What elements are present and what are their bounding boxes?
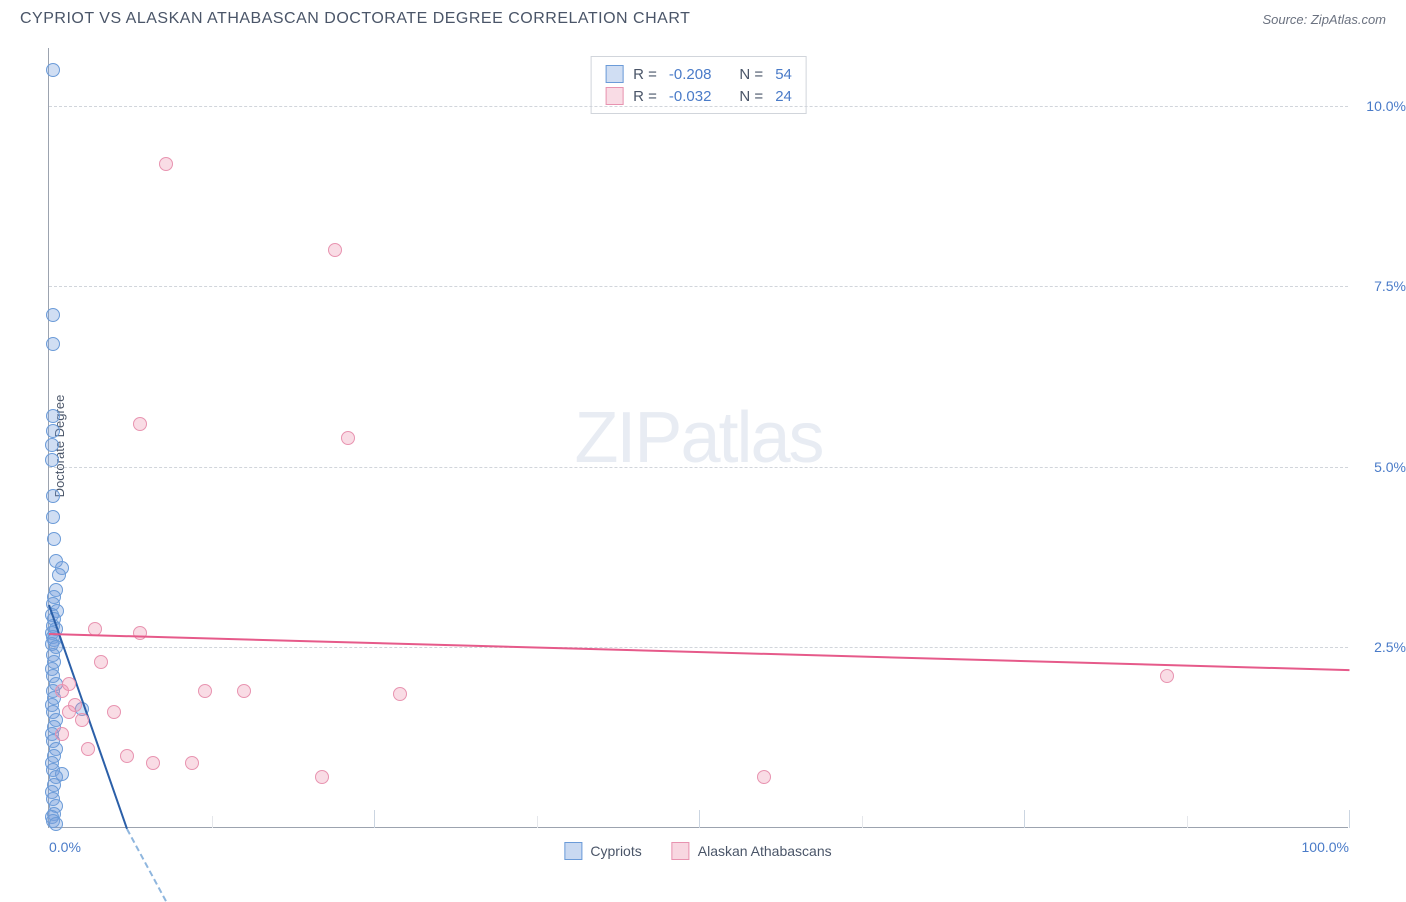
stats-r-label: R =: [633, 88, 657, 105]
data-point: [120, 749, 134, 763]
data-point: [75, 713, 89, 727]
data-point: [328, 243, 342, 257]
data-point: [237, 684, 251, 698]
chart-title: CYPRIOT VS ALASKAN ATHABASCAN DOCTORATE …: [20, 10, 690, 28]
data-point: [81, 742, 95, 756]
stats-n-value: 54: [775, 66, 792, 83]
gridline-v-minor: [1187, 816, 1188, 828]
data-point: [133, 417, 147, 431]
stats-n-label: N =: [739, 88, 763, 105]
plot-area: ZIPatlas R =-0.208N =54R =-0.032N =24 2.…: [48, 48, 1348, 828]
x-tick-label: 0.0%: [49, 839, 81, 855]
data-point: [133, 626, 147, 640]
legend-swatch: [672, 842, 690, 860]
data-point: [45, 438, 59, 452]
y-tick-label: 10.0%: [1366, 98, 1406, 114]
gridline-v-major: [699, 810, 700, 828]
data-point: [47, 532, 61, 546]
legend-item: Cypriots: [564, 842, 641, 860]
data-point: [146, 756, 160, 770]
gridline-h: [49, 467, 1348, 468]
stats-r-value: -0.208: [669, 66, 712, 83]
stats-row: R = -0.208 N = 54: [605, 63, 792, 85]
y-tick-label: 5.0%: [1374, 459, 1406, 475]
data-point: [393, 687, 407, 701]
legend-swatch: [564, 842, 582, 860]
series-legend: Cypriots Alaskan Athabascans: [564, 842, 831, 860]
gridline-h: [49, 106, 1348, 107]
data-point: [1160, 669, 1174, 683]
legend-item: Alaskan Athabascans: [672, 842, 832, 860]
stats-row: R = -0.032 N = 24: [605, 85, 792, 107]
data-point: [185, 756, 199, 770]
stats-swatch: [605, 65, 623, 83]
source-label: Source: ZipAtlas.com: [1262, 12, 1386, 27]
data-point: [55, 727, 69, 741]
data-point: [46, 308, 60, 322]
data-point: [55, 684, 69, 698]
data-point: [107, 705, 121, 719]
gridline-v-minor: [537, 816, 538, 828]
data-point: [757, 770, 771, 784]
data-point: [46, 489, 60, 503]
data-point: [46, 409, 60, 423]
stats-r-value: -0.032: [669, 88, 712, 105]
stats-n-label: N =: [739, 66, 763, 83]
data-point: [52, 568, 66, 582]
gridline-v-minor: [212, 816, 213, 828]
data-point: [46, 424, 60, 438]
data-point: [46, 510, 60, 524]
gridline-v-major: [374, 810, 375, 828]
data-point: [341, 431, 355, 445]
trend-line-dash: [126, 829, 167, 902]
data-point: [315, 770, 329, 784]
chart-header: CYPRIOT VS ALASKAN ATHABASCAN DOCTORATE …: [0, 0, 1406, 33]
legend-label: Cypriots: [590, 843, 641, 859]
gridline-h: [49, 286, 1348, 287]
data-point: [94, 655, 108, 669]
data-point: [62, 705, 76, 719]
data-point: [46, 63, 60, 77]
data-point: [46, 337, 60, 351]
trend-line: [49, 633, 1349, 671]
stats-swatch: [605, 87, 623, 105]
chart-container: ZIPatlas R =-0.208N =54R =-0.032N =24 2.…: [48, 48, 1348, 828]
data-point: [49, 817, 63, 831]
stats-n-value: 24: [775, 88, 792, 105]
gridline-h: [49, 647, 1348, 648]
x-tick-label: 100.0%: [1302, 839, 1349, 855]
gridline-v-minor: [862, 816, 863, 828]
stats-r-label: R =: [633, 66, 657, 83]
legend-label: Alaskan Athabascans: [698, 843, 832, 859]
y-tick-label: 7.5%: [1374, 278, 1406, 294]
y-tick-label: 2.5%: [1374, 639, 1406, 655]
gridline-v-major: [1024, 810, 1025, 828]
data-point: [45, 453, 59, 467]
gridline-v-major: [1349, 810, 1350, 828]
data-point: [198, 684, 212, 698]
data-point: [159, 157, 173, 171]
